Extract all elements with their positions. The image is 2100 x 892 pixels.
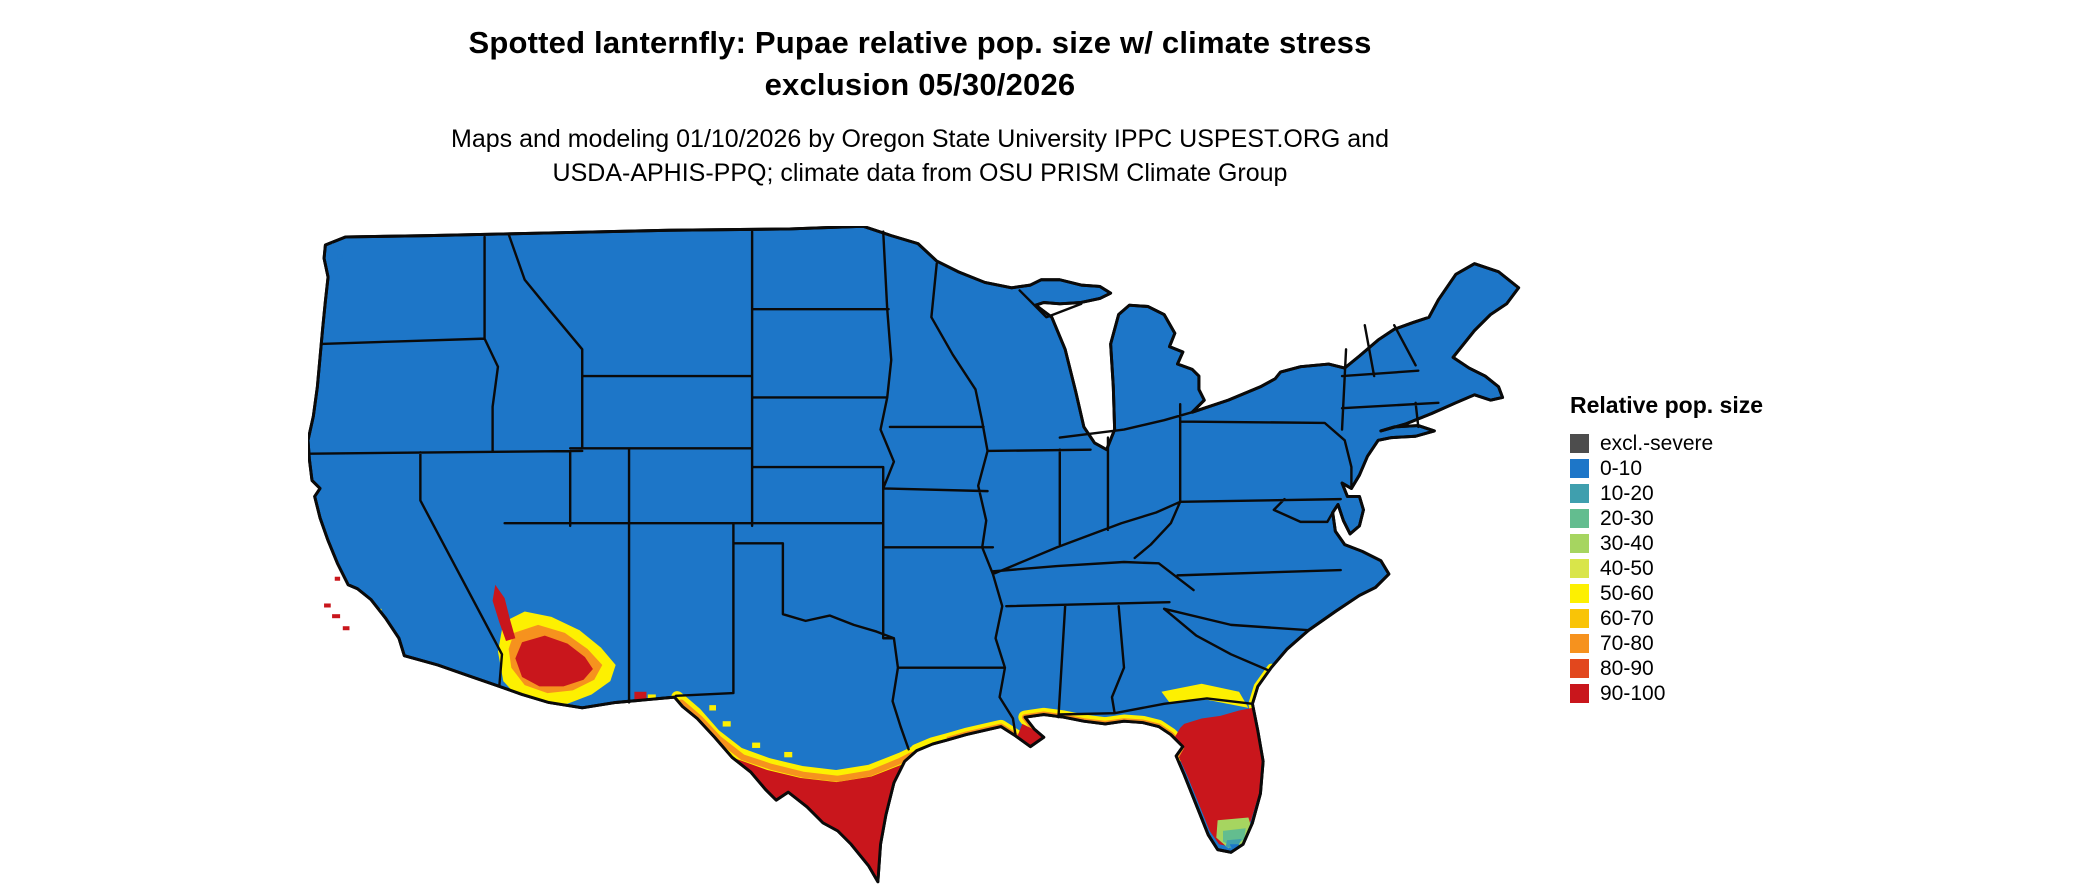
state-borders xyxy=(309,230,1440,751)
subtitle-line-2: USDA-APHIS-PPQ; climate data from OSU PR… xyxy=(552,159,1288,187)
legend-entry: 0-10 xyxy=(1570,456,1763,481)
legend-entry: 60-70 xyxy=(1570,606,1763,631)
legend-swatch-80-90 xyxy=(1570,659,1589,678)
legend-swatch-excl-severe xyxy=(1570,434,1589,453)
legend-entry: 10-20 xyxy=(1570,481,1763,506)
texas-high-region-red xyxy=(679,701,921,882)
legend-label: 40-50 xyxy=(1600,557,1654,580)
legend-entry: 80-90 xyxy=(1570,656,1763,681)
legend-label: 80-90 xyxy=(1600,657,1654,680)
legend-entry: 50-60 xyxy=(1570,581,1763,606)
new-mexico-bootheel-yellow xyxy=(647,694,656,700)
legend-label: 30-40 xyxy=(1600,532,1654,555)
legend-label: 90-100 xyxy=(1600,682,1666,705)
legend-entry: 20-30 xyxy=(1570,506,1763,531)
new-mexico-bootheel-red xyxy=(634,691,647,700)
legend-swatch-30-40 xyxy=(1570,534,1589,553)
texas-transition-arc-orange xyxy=(678,699,943,782)
us-outline-stroke xyxy=(308,226,1521,884)
legend-label: 0-10 xyxy=(1600,457,1643,480)
channel-islands-red-specks xyxy=(324,576,350,631)
colorado-river-red-streak xyxy=(492,584,516,641)
legend-swatch-60-70 xyxy=(1570,609,1589,628)
legend-label: 70-80 xyxy=(1600,632,1654,655)
legend-swatch-40-50 xyxy=(1570,559,1589,578)
legend-swatch-90-100 xyxy=(1570,684,1589,703)
legend-entry: 70-80 xyxy=(1570,631,1763,656)
legend-entry: 40-50 xyxy=(1570,556,1763,581)
legend-swatch-50-60 xyxy=(1570,584,1589,603)
title-line-2: exclusion 05/30/2026 xyxy=(764,67,1076,102)
legend-entry: 30-40 xyxy=(1570,531,1763,556)
legend-label: 50-60 xyxy=(1600,582,1654,605)
legend-label: 20-30 xyxy=(1600,507,1654,530)
legend-entry: 90-100 xyxy=(1570,681,1763,706)
subtitle-line-1: Maps and modeling 01/10/2026 by Oregon S… xyxy=(451,125,1389,153)
us-choropleth-map xyxy=(308,226,1521,884)
legend-label: 10-20 xyxy=(1600,482,1654,505)
legend-entry: excl.-severe xyxy=(1570,431,1763,456)
page-title: Spotted lanternfly: Pupae relative pop. … xyxy=(70,22,1770,106)
florida-high-region-red xyxy=(1174,707,1262,847)
legend-label: excl.-severe xyxy=(1600,432,1714,455)
legend-label: 60-70 xyxy=(1600,607,1654,630)
puget-sound-blue-specks xyxy=(332,243,343,259)
us-landmass xyxy=(308,226,1521,884)
figure-subtitle: Maps and modeling 01/10/2026 by Oregon S… xyxy=(70,122,1770,190)
legend-swatch-20-30 xyxy=(1570,509,1589,528)
florida-tip-blue xyxy=(1229,844,1240,853)
legend-swatch-0-10 xyxy=(1570,459,1589,478)
legend-title: Relative pop. size xyxy=(1570,392,1764,418)
arizona-red-core xyxy=(515,635,593,687)
legend-swatch-10-20 xyxy=(1570,484,1589,503)
figure-header: Spotted lanternfly: Pupae relative pop. … xyxy=(70,22,1770,190)
title-line-1: Spotted lanternfly: Pupae relative pop. … xyxy=(468,25,1372,60)
map-legend: Relative pop. size excl.-severe 0-10 10-… xyxy=(1570,392,1763,706)
legend-swatch-70-80 xyxy=(1570,634,1589,653)
